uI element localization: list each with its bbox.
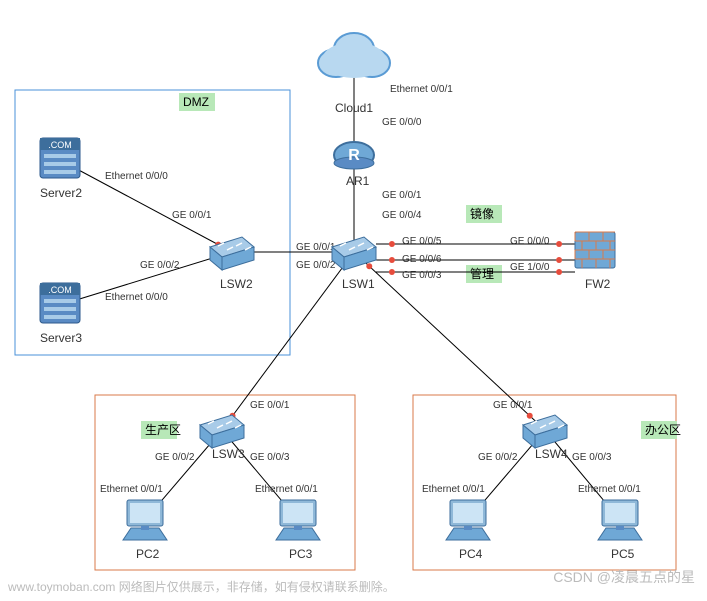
svg-text:GE 0/0/5: GE 0/0/5	[402, 236, 442, 247]
svg-text:Cloud1: Cloud1	[335, 101, 373, 115]
svg-text:Ethernet 0/0/1: Ethernet 0/0/1	[390, 84, 453, 95]
svg-text:DMZ: DMZ	[183, 95, 209, 109]
port-dot	[527, 413, 533, 419]
svg-text:Ethernet 0/0/0: Ethernet 0/0/0	[105, 171, 168, 182]
svg-text:Ethernet 0/0/0: Ethernet 0/0/0	[105, 292, 168, 303]
port-dot	[389, 241, 395, 247]
svg-text:GE 0/0/0: GE 0/0/0	[510, 236, 550, 247]
port-dot	[389, 269, 395, 275]
pc-icon	[276, 500, 320, 540]
pc-icon	[123, 500, 167, 540]
svg-text:Ethernet 0/0/1: Ethernet 0/0/1	[578, 484, 641, 495]
svg-text:GE 0/0/4: GE 0/0/4	[382, 210, 422, 221]
svg-text:GE 0/0/0: GE 0/0/0	[382, 117, 422, 128]
svg-text:Ethernet 0/0/1: Ethernet 0/0/1	[100, 484, 163, 495]
svg-text:LSW3: LSW3	[212, 447, 245, 461]
svg-text:PC5: PC5	[611, 547, 635, 561]
svg-text:FW2: FW2	[585, 277, 611, 291]
svg-text:Ethernet 0/0/1: Ethernet 0/0/1	[255, 484, 318, 495]
svg-text:GE 0/0/2: GE 0/0/2	[478, 452, 518, 463]
svg-text:GE 0/0/3: GE 0/0/3	[250, 452, 290, 463]
firewall-icon	[575, 232, 615, 268]
network-diagram: DMZ 生产区 办公区 镜像管理 Ethernet 0/0/1 GE 0/0/0 GE 0/…	[0, 0, 707, 601]
switch-icon	[523, 415, 567, 448]
svg-text:管理: 管理	[470, 266, 494, 281]
svg-text:Server2: Server2	[40, 186, 82, 200]
svg-text:.COM: .COM	[48, 285, 72, 295]
watermark-left: www.toymoban.com 网络图片仅供展示，非存储，如有侵权请联系删除。	[8, 578, 395, 595]
svg-text:GE 0/0/1: GE 0/0/1	[250, 400, 290, 411]
svg-text:PC4: PC4	[459, 547, 483, 561]
svg-text:GE 0/0/1: GE 0/0/1	[296, 242, 336, 253]
port-dot	[366, 263, 372, 269]
svg-text:.COM: .COM	[48, 140, 72, 150]
pc-icon	[598, 500, 642, 540]
svg-text:GE 0/0/1: GE 0/0/1	[172, 210, 212, 221]
svg-text:Server3: Server3	[40, 331, 82, 345]
svg-text:LSW1: LSW1	[342, 277, 375, 291]
cloud-icon	[318, 33, 390, 78]
port-dot	[556, 269, 562, 275]
svg-text:镜像: 镜像	[470, 206, 494, 221]
svg-text:GE 0/0/3: GE 0/0/3	[572, 452, 612, 463]
watermark-right: CSDN @凌晨五点的星	[553, 567, 695, 587]
svg-text:生产区: 生产区	[145, 423, 181, 437]
svg-text:LSW4: LSW4	[535, 447, 568, 461]
svg-text:GE 0/0/1: GE 0/0/1	[382, 190, 422, 201]
switch-icon	[200, 415, 244, 448]
svg-text:GE 0/0/6: GE 0/0/6	[402, 254, 442, 265]
svg-text:GE 0/0/2: GE 0/0/2	[140, 260, 180, 271]
pc-icon	[446, 500, 490, 540]
switch-icon	[210, 237, 254, 270]
svg-text:LSW2: LSW2	[220, 277, 253, 291]
port-dot	[556, 257, 562, 263]
svg-text:GE 0/0/1: GE 0/0/1	[493, 400, 533, 411]
svg-text:GE 0/0/3: GE 0/0/3	[402, 270, 442, 281]
svg-text:PC3: PC3	[289, 547, 313, 561]
port-dot	[389, 257, 395, 263]
svg-text:PC2: PC2	[136, 547, 160, 561]
svg-text:GE 0/0/2: GE 0/0/2	[296, 260, 336, 271]
svg-text:R: R	[348, 147, 360, 164]
svg-text:Ethernet 0/0/1: Ethernet 0/0/1	[422, 484, 485, 495]
svg-text:AR1: AR1	[346, 174, 370, 188]
svg-text:办公区: 办公区	[645, 422, 681, 437]
svg-text:GE 1/0/0: GE 1/0/0	[510, 262, 550, 273]
svg-text:GE 0/0/2: GE 0/0/2	[155, 452, 195, 463]
port-dot	[556, 241, 562, 247]
